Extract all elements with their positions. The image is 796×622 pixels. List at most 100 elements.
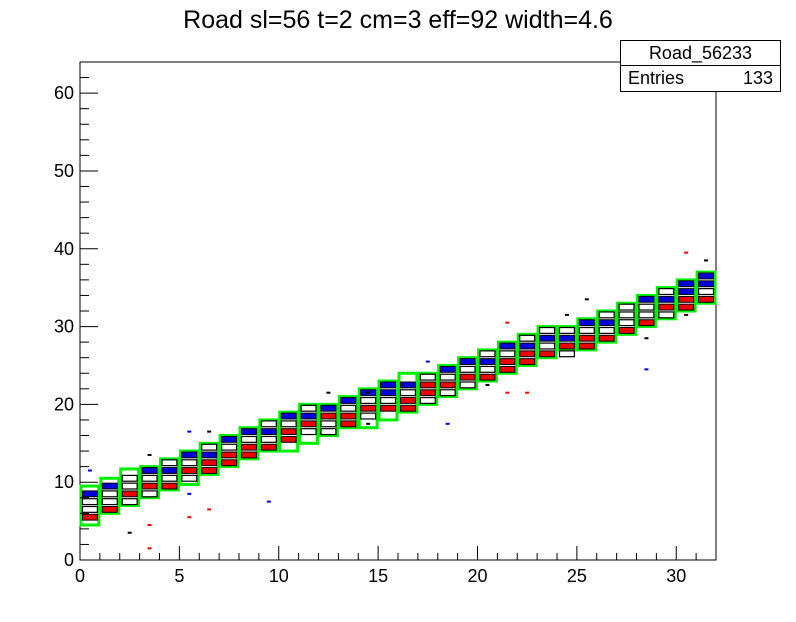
isolated-point — [525, 391, 530, 394]
x-tick-label: 0 — [75, 566, 85, 586]
road-box — [218, 434, 240, 469]
histogram-cell — [201, 451, 218, 459]
road-box — [496, 340, 518, 375]
isolated-point — [684, 251, 689, 254]
road-box — [655, 286, 677, 321]
histogram-cell — [221, 443, 238, 451]
histogram-cell — [519, 342, 536, 350]
histogram-cell — [101, 498, 118, 506]
histogram-cell — [598, 326, 615, 334]
histogram-cell — [618, 311, 635, 319]
road-box — [99, 476, 121, 515]
histogram-cell — [578, 342, 595, 350]
isolated-point — [704, 259, 709, 262]
histogram-cell — [618, 303, 635, 311]
histogram-cell — [380, 396, 397, 405]
histogram-cell — [161, 482, 178, 490]
histogram-cell — [459, 381, 476, 389]
road-boxes — [79, 270, 717, 527]
histogram-cell — [280, 420, 297, 428]
histogram-cell — [539, 326, 556, 334]
histogram-cell — [300, 420, 317, 428]
road-box — [79, 484, 101, 527]
isolated-point — [445, 422, 450, 425]
road-box — [675, 278, 697, 313]
histogram-cell — [499, 350, 516, 358]
histogram-cell — [638, 303, 655, 311]
histogram-cell — [439, 373, 456, 381]
road-box — [516, 332, 538, 367]
histogram-cell — [181, 474, 198, 482]
stats-entries-value: 133 — [742, 68, 773, 88]
road-box — [616, 301, 637, 336]
histogram-cell — [101, 506, 118, 513]
isolated-point — [644, 337, 649, 340]
histogram-cell — [539, 342, 556, 350]
isolated-point — [187, 430, 192, 433]
histogram-cell — [578, 326, 595, 334]
histogram-cell — [519, 350, 536, 358]
road-box — [636, 293, 657, 329]
histogram-cell — [221, 451, 238, 459]
x-tick-label: 30 — [666, 566, 686, 586]
histogram-cell — [201, 443, 218, 451]
histogram-cell — [618, 319, 635, 327]
road-box — [238, 426, 260, 461]
isolated-point — [187, 516, 192, 519]
histogram-cell — [260, 420, 277, 428]
isolated-point — [147, 547, 152, 550]
histogram-cells — [81, 272, 715, 521]
y-tick-label: 50 — [54, 161, 74, 181]
x-tick-label: 20 — [467, 566, 487, 586]
histogram-cell — [399, 397, 416, 404]
histogram-cell — [419, 381, 436, 389]
y-tick-label: 0 — [64, 550, 74, 570]
road-box — [596, 309, 618, 344]
histogram-cell — [260, 428, 277, 436]
histogram-cell — [439, 389, 456, 397]
histogram-cell — [240, 451, 257, 459]
histogram-cell — [558, 342, 575, 350]
histogram-cell — [300, 404, 317, 412]
road-box — [357, 387, 379, 430]
histogram-cell — [419, 396, 436, 405]
stats-entries-label: Entries — [628, 68, 685, 88]
histogram-cell — [121, 498, 138, 506]
x-tick-label: 5 — [174, 566, 184, 586]
histogram-cell — [439, 365, 456, 373]
x-tick-label: 15 — [368, 566, 388, 586]
histogram-cell — [81, 498, 98, 506]
histogram-cell — [360, 404, 377, 412]
histogram-cell — [658, 311, 675, 319]
histogram-cell — [280, 435, 297, 443]
histogram-cell — [698, 280, 715, 288]
chart-title: Road sl=56 t=2 cm=3 eff=92 width=4.6 — [183, 6, 613, 34]
histogram-cell — [439, 381, 456, 389]
isolated-point — [584, 298, 589, 301]
histogram-cell — [698, 288, 715, 296]
histogram-cell — [499, 365, 516, 373]
isolated-point — [564, 313, 569, 316]
road-box — [159, 457, 180, 492]
histogram-cell — [479, 350, 496, 358]
road-box — [536, 325, 558, 360]
histogram-cell — [598, 311, 615, 319]
isolated-points — [87, 251, 709, 550]
isolated-point — [207, 430, 212, 433]
histogram-cell — [658, 295, 675, 303]
stats-name: Road_56233 — [621, 41, 780, 66]
histogram-cell — [459, 373, 476, 381]
histogram-cell — [618, 327, 635, 334]
isolated-point — [684, 313, 689, 316]
histogram-cell — [459, 358, 476, 365]
histogram-cell — [221, 459, 238, 467]
histogram-cell — [558, 334, 575, 342]
isolated-point — [127, 531, 132, 534]
histogram-cell — [280, 412, 297, 420]
histogram-cell — [340, 397, 357, 404]
histogram-cell — [141, 474, 158, 482]
road-box — [457, 356, 478, 391]
road-box — [119, 467, 141, 508]
histogram-cell — [519, 334, 536, 342]
road-box — [397, 371, 419, 414]
